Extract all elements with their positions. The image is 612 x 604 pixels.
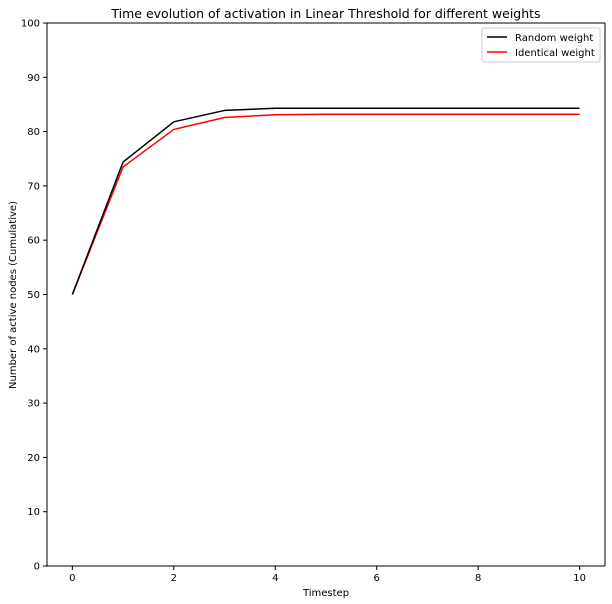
legend-box <box>481 27 601 63</box>
x-tick-label: 10 <box>573 573 586 584</box>
legend-label: Random weight <box>515 33 593 44</box>
x-axis-label: Timestep <box>302 588 349 599</box>
legend-label: Identical weight <box>515 48 595 59</box>
y-tick-label: 40 <box>27 344 40 355</box>
x-tick-label: 0 <box>69 573 75 584</box>
series-line-identical-weight <box>71 113 580 295</box>
y-tick-label: 90 <box>27 73 40 84</box>
y-tick-label: 50 <box>27 290 40 301</box>
y-tick-label: 80 <box>27 127 40 138</box>
y-tick-label: 70 <box>27 181 40 192</box>
x-tick-label: 6 <box>374 573 380 584</box>
x-tick-label: 2 <box>171 573 177 584</box>
x-axis-ticks: 0 2 4 6 8 10 <box>69 566 586 584</box>
y-axis-ticks: 0 10 20 30 40 50 60 70 80 90 100 <box>21 19 47 573</box>
y-axis-label: Number of active nodes (Cumulative) <box>8 201 19 389</box>
x-tick-label: 8 <box>475 573 481 584</box>
y-tick-label: 20 <box>27 453 40 464</box>
series-layer <box>71 107 580 295</box>
plot-area <box>47 23 605 566</box>
y-tick-label: 100 <box>21 19 40 30</box>
y-tick-label: 30 <box>27 399 40 410</box>
x-tick-label: 4 <box>272 573 278 584</box>
y-tick-label: 0 <box>34 562 40 573</box>
legend: Random weight Identical weight <box>481 27 601 63</box>
y-tick-label: 60 <box>27 236 40 247</box>
y-tick-label: 10 <box>27 507 40 518</box>
series-line-random-weight <box>71 107 580 295</box>
chart-title: Time evolution of activation in Linear T… <box>110 6 540 21</box>
